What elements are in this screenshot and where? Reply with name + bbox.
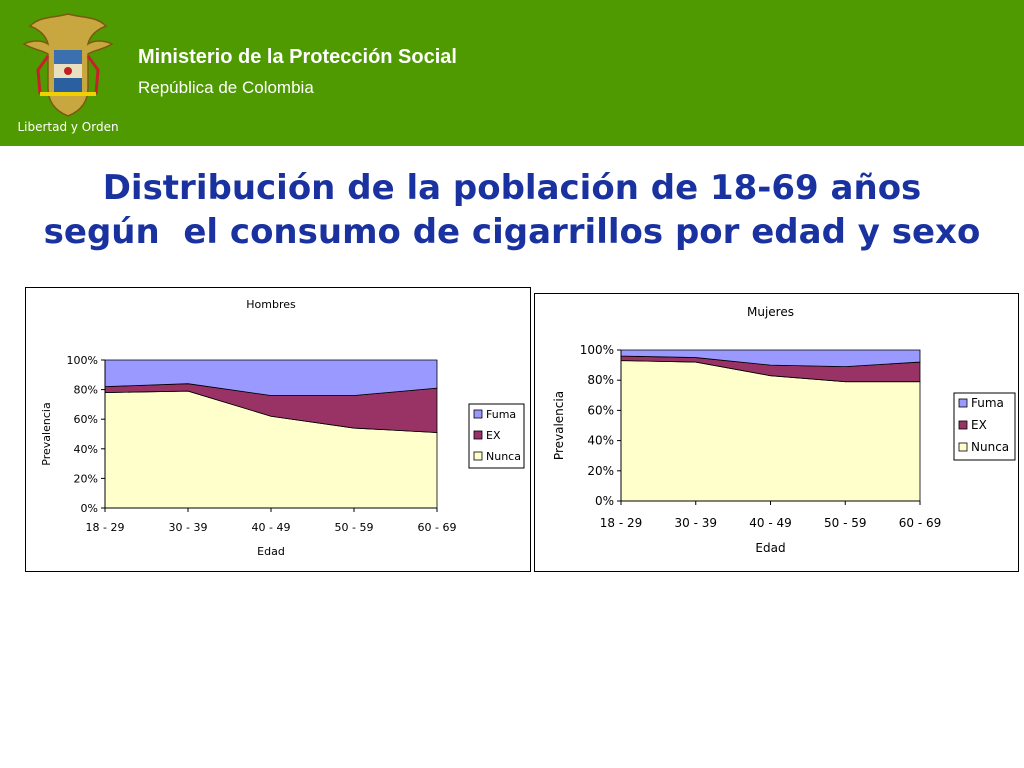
chart-hombres-area-fuma [104,359,438,396]
colombia-coat-of-arms-logo: Libertad y Orden [18,13,118,134]
chart-mujeres-y-tick-label: 100% [580,343,614,357]
chart-hombres: Hombres 0% 20% 40% 60% 80% 100% 18 - 29 30 - 39 4… [25,287,531,572]
chart-hombres-y-tick-label: 60% [74,413,98,426]
chart-mujeres-y-axis-label: Prevalencia [552,391,566,460]
chart-mujeres-x-tick-label: 40 - 49 [749,516,792,530]
chart-mujeres-legend-label-fuma: Fuma [971,396,1004,410]
header-banner: Libertad y Orden Ministerio de la Protec… [0,0,1024,146]
chart-mujeres: Mujeres 0% 20% 40% 60% 80% 100% 18 - 29 30 - 39 4… [534,293,1019,572]
chart-hombres-legend-label-ex: EX [486,429,501,442]
chart-mujeres-y-tick-label: 60% [587,403,614,417]
chart-hombres-legend-label-fuma: Fuma [486,408,516,421]
chart-mujeres-area-fuma [620,349,921,368]
svg-text:Libertad y Orden: Libertad y Orden [18,120,118,134]
chart-mujeres-legend-label-ex: EX [971,418,987,432]
chart-hombres-x-axis-label: Edad [257,545,285,558]
chart-hombres-title: Hombres [246,298,296,311]
slide-title-line-2: según el consumo de cigarrillos por edad… [43,212,981,252]
ministry-name: Ministerio de la Protección Social [138,46,457,68]
chart-mujeres-svg: Mujeres 0% 20% 40% 60% 80% 100% 18 - 29 30 - 39 4… [552,305,1016,555]
chart-mujeres-y-tick-label: 80% [587,373,614,387]
chart-hombres-y-axis-label: Prevalencia [40,402,53,465]
slide-title: Distribución de la población de 18-69 añ… [0,166,1024,254]
chart-mujeres-y-tick-label: 20% [587,464,614,478]
chart-mujeres-legend-swatch-nunca [958,442,968,452]
chart-hombres-x-tick-label: 30 - 39 [169,521,208,534]
chart-hombres-x-tick-label: 40 - 49 [252,521,291,534]
chart-mujeres-x-tick-label: 50 - 59 [824,516,867,530]
chart-hombres-svg: Hombres 0% 20% 40% 60% 80% 100% 18 - 29 30 - 39 4… [40,298,525,558]
chart-mujeres-title: Mujeres [747,305,794,319]
chart-mujeres-x-tick-label: 18 - 29 [600,516,643,530]
chart-hombres-legend-label-nunca: Nunca [486,450,521,463]
chart-mujeres-y-tick-label: 0% [595,494,614,508]
chart-mujeres-x-tick-label: 60 - 69 [899,516,942,530]
chart-hombres-x-tick-label: 60 - 69 [418,521,457,534]
chart-mujeres-x-axis-label: Edad [755,541,785,555]
chart-hombres-legend-swatch-nunca [473,451,483,461]
chart-hombres-x-tick-label: 50 - 59 [335,521,374,534]
chart-hombres-y-tick-label: 20% [74,472,98,485]
chart-hombres-x-tick-label: 18 - 29 [86,521,125,534]
chart-hombres-y-tick-label: 80% [74,384,98,397]
chart-mujeres-legend-swatch-fuma [958,398,968,408]
chart-hombres-legend-swatch-ex [473,430,483,440]
chart-hombres-y-tick-label: 100% [67,354,98,367]
chart-mujeres-y-tick-label: 40% [587,434,614,448]
chart-hombres-legend-swatch-fuma [473,409,483,419]
country-name: República de Colombia [138,78,314,97]
chart-mujeres-legend-swatch-ex [958,420,968,430]
chart-mujeres-x-tick-label: 30 - 39 [675,516,718,530]
chart-hombres-y-tick-label: 0% [81,502,98,515]
slide-title-line-1: Distribución de la población de 18-69 añ… [102,168,922,208]
chart-hombres-y-tick-label: 40% [74,443,98,456]
chart-mujeres-legend-label-nunca: Nunca [971,440,1009,454]
